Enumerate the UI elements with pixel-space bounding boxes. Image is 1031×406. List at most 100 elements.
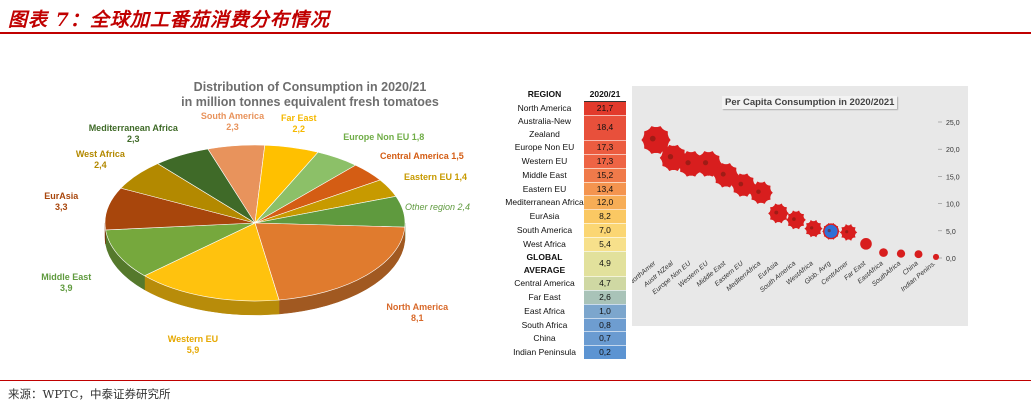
table-header-year: 2020/21 <box>584 88 626 102</box>
table-cell-region: South Africa <box>521 319 568 330</box>
pie-slice-eurasia <box>104 187 256 231</box>
table-cell-region: East Africa <box>524 305 565 316</box>
per-capita-chart: 25,0 20,0 15,0 10,0 5,0 0,0 NorthAmer Austr NZe… <box>632 86 968 326</box>
table-row: West Africa 5,4 <box>505 237 626 252</box>
y-tick-label: 15,0 <box>946 174 960 181</box>
pie-top <box>104 144 406 302</box>
table-cell-value: 7,0 <box>584 223 626 238</box>
bubble-point <box>786 210 806 230</box>
pie-chart-title: Distribution of Consumption in 2020/21 i… <box>170 80 450 110</box>
table-cell-value: 1,0 <box>584 304 626 319</box>
pie-label-north-america: North America 8,1 <box>386 302 449 324</box>
bubble-point <box>822 222 840 240</box>
table-row: GLOBAL AVERAGE 4,9 <box>505 251 626 278</box>
consumption-table-grid: REGION 2020/21 North America 21,7 Australi… <box>505 88 626 360</box>
table-row: Far East 2,6 <box>505 290 626 305</box>
table-cell-region: Europe Non EU <box>514 142 575 153</box>
table-row: Indian Peninsula 0,2 <box>505 345 626 360</box>
title-bar: 图表 7：全球加工番茄消费分布情况 <box>0 0 1031 32</box>
y-tick-label: 5,0 <box>946 229 956 236</box>
table-cell-region: Western EU <box>521 155 568 166</box>
table-cell-region: North America <box>517 102 572 113</box>
table-cell-region: Indian Peninsula <box>513 347 576 358</box>
pie-slice-north-america <box>254 222 406 301</box>
table-cell-value: 0,2 <box>584 345 626 360</box>
table-row: Eastern EU 13,4 <box>505 182 626 197</box>
table-cell-value: 18,4 <box>584 115 626 142</box>
table-cell-value: 8,2 <box>584 209 626 224</box>
table-cell-value: 17,3 <box>584 154 626 169</box>
bubble-point <box>641 126 671 154</box>
pie-chart: Distribution of Consumption in 2020/21 i… <box>40 68 470 358</box>
table-cell-value: 4,9 <box>584 251 626 278</box>
table-cell-region: China <box>533 333 556 344</box>
pie-label-middle-east: Middle East 3,9 <box>41 272 92 294</box>
pie-label-south-america: South America 2,3 <box>200 110 265 132</box>
table-row: South America 7,0 <box>505 223 626 238</box>
table-row: EurAsia 8,2 <box>505 209 626 224</box>
table-row: Mediterranean Africa 12,0 <box>505 195 626 211</box>
footer-divider <box>0 380 1031 381</box>
pie-label-far-east: Far East 2,2 <box>280 113 317 135</box>
pie-slice-middle-east <box>105 222 256 277</box>
table-cell-region: Australia-New Zealand <box>518 116 571 139</box>
bubble-point <box>860 238 872 250</box>
table-cell-value: 5,4 <box>584 237 626 252</box>
pie-slice-mediterranean-africa <box>157 148 256 224</box>
table-cell-region: EurAsia <box>529 211 560 222</box>
bubble-point <box>914 250 923 259</box>
table-row: Central America 4,7 <box>505 276 626 291</box>
bubble-point <box>768 203 789 224</box>
source-note: 来源：WPTC，中泰证券研究所 <box>8 387 171 401</box>
table-cell-value: 12,0 <box>584 195 626 211</box>
y-tick-label: 0,0 <box>946 256 956 263</box>
table-row: Europe Non EU 17,3 <box>505 140 626 155</box>
table-cell-value: 2,6 <box>584 290 626 305</box>
table-cell-value: 0,8 <box>584 318 626 333</box>
pie-label-eastern-eu: Eastern EU 1,4 <box>403 171 467 182</box>
bubble-point <box>932 253 940 260</box>
table-cell-region: Middle East <box>522 169 567 180</box>
table-cell-value: 13,4 <box>584 182 626 197</box>
table-row: South Africa 0,8 <box>505 318 626 333</box>
pie-label-west-africa: West Africa 2,4 <box>75 149 125 171</box>
y-tick-label: 25,0 <box>946 120 960 127</box>
table-row: Middle East 15,2 <box>505 168 626 183</box>
table-cell-region: South America <box>516 224 573 235</box>
bubble-point <box>731 173 756 197</box>
table-cell-value: 17,3 <box>584 140 626 155</box>
pie-title-line2: in million tonnes equivalent fresh tomat… <box>181 95 439 109</box>
title-divider <box>0 32 1031 34</box>
pie-label-europe-non-eu: Europe Non EU 1,8 <box>343 132 425 143</box>
table-header-region: REGION <box>527 89 562 100</box>
table-cell-value: 4,7 <box>584 276 626 291</box>
bubble-point <box>896 249 906 258</box>
pie-label-other-region: Other region 2,4 <box>405 202 471 213</box>
table-cell-region: Far East <box>528 291 561 302</box>
table-row: East Africa 1,0 <box>505 304 626 319</box>
pie-label-eurasia: EurAsia 3,3 <box>44 190 79 212</box>
pie-label-mediterranean-africa: Mediterranean Africa 2,3 <box>88 123 178 145</box>
table-cell-region: Eastern EU <box>522 183 567 194</box>
bubble-point <box>879 248 888 257</box>
bubble-point <box>749 181 773 204</box>
table-cell-region: GLOBAL AVERAGE <box>523 252 566 275</box>
table-cell-value: 15,2 <box>584 168 626 183</box>
per-capita-chart-title: Per Capita Consumption in 2020/2021 <box>722 96 898 109</box>
table-cell-value: 21,7 <box>584 101 626 116</box>
y-tick-label: 10,0 <box>946 202 960 209</box>
table-cell-region: West Africa <box>523 238 566 249</box>
table-cell-region: Mediterranean Africa <box>505 197 584 208</box>
pie-title-line1: Distribution of Consumption in 2020/21 <box>193 80 427 94</box>
table-cell-value: 0,7 <box>584 331 626 347</box>
figure-title: 图表 7：全球加工番茄消费分布情况 <box>8 9 330 31</box>
table-cell-region: Central America <box>514 278 575 289</box>
bubble-point <box>804 219 823 238</box>
table-row: North America 21,7 <box>505 101 626 116</box>
bubble-point <box>839 224 858 241</box>
table-row: China 0,7 <box>505 331 626 347</box>
table-row: Australia-New Zealand 18,4 <box>505 115 626 142</box>
table-header-row: REGION 2020/21 <box>505 88 626 102</box>
table-row: Western EU 17,3 <box>505 154 626 169</box>
